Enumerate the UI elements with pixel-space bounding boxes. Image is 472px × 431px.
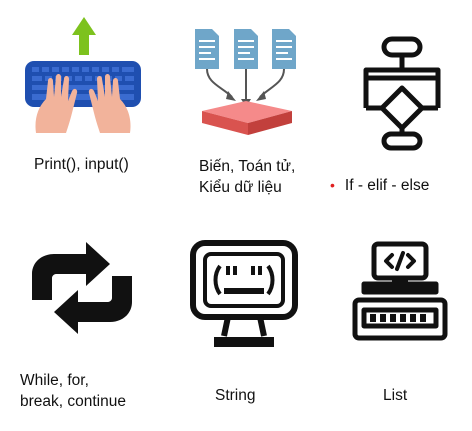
flowchart-icon [363,36,441,151]
keyboard-typing-icon [25,17,141,133]
tile-list [352,238,448,344]
tile-list-label: List [383,387,408,404]
tile-vars [192,25,304,140]
tile-io [20,15,145,140]
code-machine-icon [352,241,448,341]
tile-loop [26,240,138,336]
tile-io-label: Print(), input() [34,156,129,173]
loop-arrows-icon [32,242,132,334]
tile-string [188,238,300,350]
monitor-quote-icon [190,240,298,347]
tile-cond-label: • If - elif - else [330,177,430,194]
data-merge-icon [195,29,296,135]
tile-string-label: String [215,387,256,404]
tile-vars-label: Biến, Toán tử, Kiểu dữ liệu [199,158,296,196]
tile-cond [356,36,446,152]
bullet-icon: • [330,177,335,193]
tile-loop-label: While, for, break, continue [20,372,126,410]
